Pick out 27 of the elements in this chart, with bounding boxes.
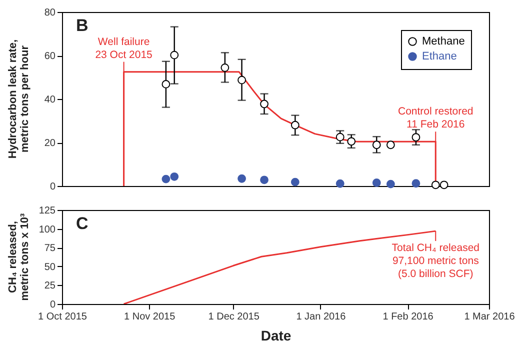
y-tick-label: 75 bbox=[44, 243, 56, 254]
x-tick-label: 1 Feb 2016 bbox=[382, 312, 434, 322]
x-tick-label: 1 Dec 2015 bbox=[208, 312, 260, 322]
x-tick-label: 1 Nov 2015 bbox=[124, 312, 176, 322]
y-tick-label: 40 bbox=[44, 94, 56, 106]
annotation: Control restored 11 Feb 2016 bbox=[398, 106, 474, 131]
y-tick-label: 100 bbox=[38, 224, 56, 236]
y-tick-label: 80 bbox=[44, 8, 56, 18]
legend-label: Ethane bbox=[422, 50, 457, 62]
x-tick-label: 1 Mar 2016 bbox=[464, 312, 516, 322]
y-tick-label: 25 bbox=[44, 280, 56, 292]
legend-label: Methane bbox=[422, 36, 465, 48]
y-axis-title: CH₄ released, metric tons x 10³ bbox=[7, 212, 31, 301]
y-tick-label: 20 bbox=[44, 138, 56, 149]
y-tick-label: 50 bbox=[44, 262, 56, 273]
annotation: C bbox=[76, 214, 88, 233]
annotation: B bbox=[76, 16, 88, 35]
y-tick-label: 0 bbox=[50, 300, 56, 310]
annotation: Total CH₄ released 97,100 metric tons (5.0 billion SCF) bbox=[392, 242, 480, 280]
y-axis-title: Hydrocarbon leak rate, metric tons per hour bbox=[7, 39, 31, 159]
y-tick-label: 60 bbox=[44, 51, 56, 62]
annotation: Well failure 23 Oct 2015 bbox=[95, 36, 153, 61]
y-tick-label: 0 bbox=[50, 182, 56, 192]
x-axis-title: Date bbox=[260, 328, 292, 343]
x-tick-label: 1 Oct 2015 bbox=[38, 312, 88, 322]
y-tick-label: 125 bbox=[38, 206, 56, 216]
x-tick-label: 1 Jan 2016 bbox=[296, 312, 346, 322]
